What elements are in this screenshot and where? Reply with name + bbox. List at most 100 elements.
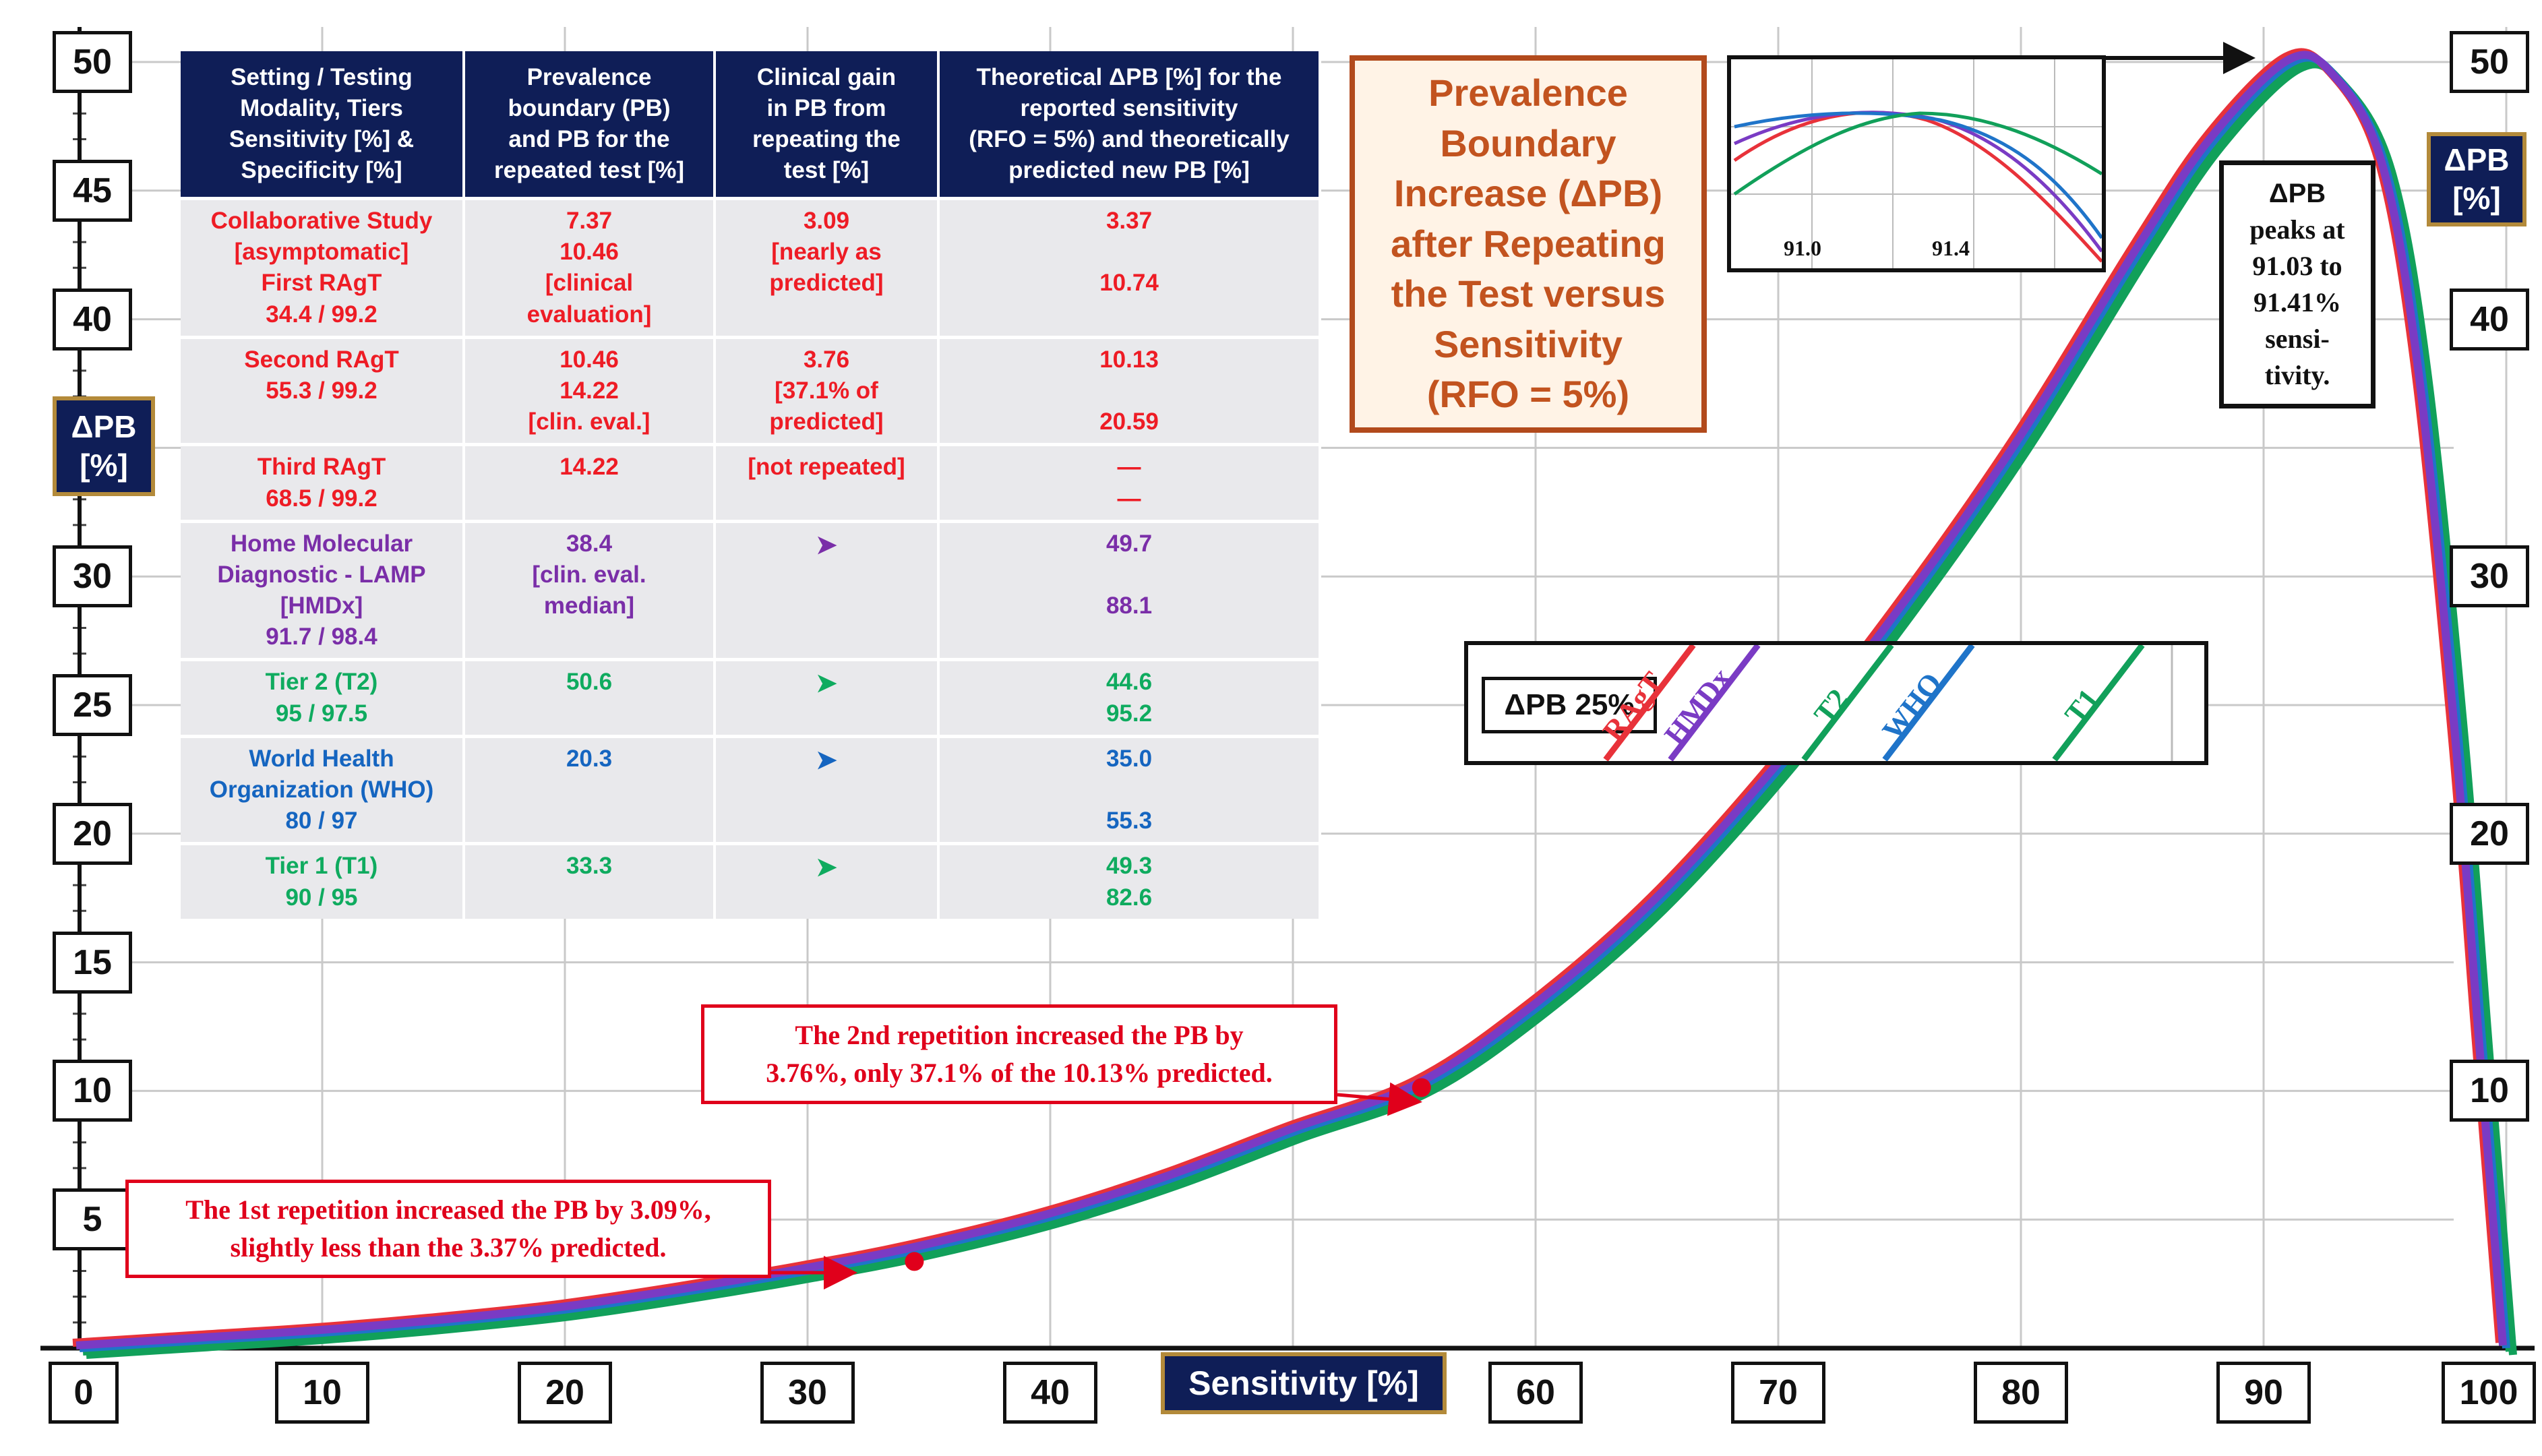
- table-cell-pb: 50.6: [464, 658, 716, 737]
- legend-line-who: [1882, 645, 1975, 761]
- y-tick-label-right: 30: [2450, 545, 2529, 608]
- chart-title-line: Boundary: [1440, 121, 1616, 164]
- x-tick-label: 60: [1488, 1362, 1583, 1424]
- y-tick-label-right: 50: [2450, 31, 2529, 93]
- y-tick-label-left: 15: [53, 931, 132, 994]
- y-tick-label-left: 5: [53, 1188, 132, 1251]
- legend-label-who: WHO: [1876, 667, 1949, 747]
- y-tick-label-right: 40: [2450, 288, 2529, 351]
- table-cell-gain: ➤: [715, 519, 940, 660]
- data-table: Setting / Testing Modality, Tiers Sensit…: [181, 51, 1321, 919]
- table-header-pb: Prevalence boundary (PB) and PB for the …: [464, 51, 716, 199]
- y-tick-label-right: 10: [2450, 1060, 2529, 1122]
- table-row: Second RAgT 55.3 / 99.2 10.46 14.22 [clin…: [181, 335, 1321, 445]
- legend-line-t1: [2052, 645, 2145, 761]
- legend-title-text: ΔPB 25%: [1504, 688, 1635, 721]
- curve-group: [72, 48, 2517, 1359]
- table-row: Tier 1 (T1) 90 / 95 33.3 ➤ 49.3 82.6: [181, 842, 1321, 919]
- table-row: Third RAgT 68.5 / 99.2 14.22 [not repeated…: [181, 443, 1321, 522]
- table-row: Collaborative Study [asymptomatic] First…: [181, 197, 1321, 338]
- y-tick-label-left: 25: [53, 674, 132, 736]
- y-tick-label-left: 30: [53, 545, 132, 608]
- table-cell-pb: 38.4 [clin. eval. median]: [464, 519, 716, 660]
- legend-label-t1: T1: [2058, 683, 2105, 731]
- table-cell-theory: 35.0 55.3: [938, 734, 1321, 844]
- inset-svg: [1731, 59, 2102, 268]
- annotation-arrows: [771, 42, 2256, 1290]
- table-cell-gain: ➤: [715, 734, 940, 844]
- table-cell-gain: [not repeated]: [715, 443, 940, 522]
- inset-tick-label: 91.0: [1784, 236, 1821, 260]
- y-axis-title-right-line1: ΔPB: [2444, 142, 2510, 177]
- chart-title-line: after Repeating: [1391, 222, 1666, 265]
- legend-label-ragt: RAgT: [1596, 666, 1670, 748]
- callout-first-line2: slightly less than the 3.37% predicted.: [230, 1232, 667, 1263]
- callout-second-line1: The 2nd repetition increased the PB by: [795, 1020, 1244, 1050]
- legend-line-ragt: [1603, 645, 1696, 761]
- x-tick-label: 90: [2216, 1362, 2311, 1424]
- y-tick-label-left: 40: [53, 288, 132, 351]
- x-tick-label: 0: [49, 1362, 119, 1424]
- legend-line-t2: [1801, 645, 1894, 761]
- table-cell-theory: 3.37 10.74: [938, 197, 1321, 338]
- chart-title-line: the Test versus: [1391, 272, 1666, 315]
- x-axis-title: Sensitivity [%]: [1161, 1352, 1447, 1414]
- x-tick-label: 70: [1731, 1362, 1825, 1424]
- x-tick-label: 30: [760, 1362, 855, 1424]
- table-cell-gain: 3.76 [37.1% of predicted]: [715, 335, 940, 445]
- table-cell-gain: 3.09 [nearly as predicted]: [715, 197, 940, 338]
- inset-curve-hmdx: [1733, 111, 2102, 253]
- table-header-row: Setting / Testing Modality, Tiers Sensit…: [181, 51, 1321, 199]
- table-row: Home Molecular Diagnostic - LAMP [HMDx] …: [181, 519, 1321, 660]
- inset-curve-t1: [1733, 111, 2102, 196]
- peak-line: 91.03 to: [2252, 251, 2342, 281]
- inset-curve-who: [1734, 111, 2102, 239]
- table-header-theory: Theoretical ΔPB [%] for the reported sen…: [938, 51, 1321, 199]
- chart-title-line: Sensitivity: [1433, 322, 1623, 365]
- callout-first-line1: The 1st repetition increased the PB by 3…: [185, 1194, 711, 1225]
- callout-second-repetition: The 2nd repetition increased the PB by 3…: [701, 1004, 1337, 1104]
- table-cell-theory: 49.3 82.6: [938, 842, 1321, 919]
- callout-first-repetition: The 1st repetition increased the PB by 3…: [125, 1180, 771, 1278]
- chart-title-line: Increase (ΔPB): [1393, 172, 1663, 215]
- table-cell-pb: 14.22: [464, 443, 716, 522]
- legend-svg: [2171, 645, 2173, 761]
- table-cell-theory: — —: [938, 443, 1321, 522]
- curve-hmdx: [75, 51, 2507, 1349]
- table-cell-gain: ➤: [715, 842, 940, 919]
- x-tick-label: 20: [518, 1362, 612, 1424]
- chart-title-line: Prevalence: [1428, 71, 1628, 115]
- peak-annotation-box: ΔPB peaks at 91.03 to 91.41% sensi- tivi…: [2219, 160, 2375, 408]
- y-tick-label-left: 45: [53, 159, 132, 222]
- peak-line: sensi-: [2265, 324, 2330, 354]
- x-tick-label: 40: [1003, 1362, 1097, 1424]
- peak-line: ΔPB: [2268, 179, 2326, 208]
- y-axis-title-line2: [%]: [80, 448, 128, 483]
- legend-title: ΔPB 25%: [1482, 677, 1657, 733]
- table-cell-theory: 49.7 88.1: [938, 519, 1321, 660]
- table-cell-pb: 7.37 10.46 [clinical evaluation]: [464, 197, 716, 338]
- table-row: Tier 2 (T2) 95 / 97.5 50.6 ➤ 44.6 95.2: [181, 658, 1321, 737]
- inset-plot: 91.0 91.4: [1727, 55, 2106, 272]
- x-tick-label: 80: [1974, 1362, 2068, 1424]
- table-cell-setting: Home Molecular Diagnostic - LAMP [HMDx] …: [181, 519, 465, 660]
- table-cell-pb: 33.3: [464, 842, 716, 919]
- data-point: [905, 1252, 924, 1271]
- peak-line: peaks at: [2249, 214, 2345, 245]
- x-tick-label: 10: [275, 1362, 369, 1424]
- x-axis-title-text: Sensitivity [%]: [1188, 1364, 1419, 1402]
- table-row: World Health Organization (WHO) 80 / 97 2…: [181, 734, 1321, 844]
- table-cell-pb: 20.3: [464, 734, 716, 844]
- legend-line-hmdx: [1668, 645, 1761, 761]
- inset-curve-rgt: [1733, 111, 2102, 263]
- callout-arrow-second: [1337, 1082, 1422, 1116]
- table-cell-setting: Second RAgT 55.3 / 99.2: [181, 335, 465, 445]
- table-cell-setting: Tier 2 (T2) 95 / 97.5: [181, 658, 465, 737]
- x-tick-label: 100: [2442, 1362, 2536, 1424]
- y-tick-label-right: 20: [2450, 802, 2529, 865]
- y-axis-title-right: ΔPB [%]: [2427, 132, 2526, 226]
- data-point: [1412, 1078, 1431, 1097]
- table-cell-setting: Third RAgT 68.5 / 99.2: [181, 443, 465, 522]
